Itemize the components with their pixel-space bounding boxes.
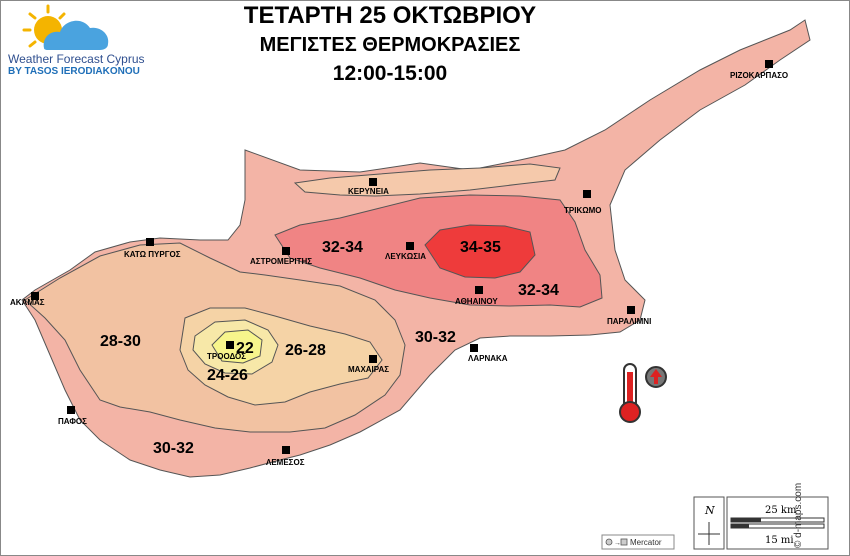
zone-label-34-35: 34-35 bbox=[460, 239, 501, 256]
zone-label-30-32-east: 30-32 bbox=[415, 329, 456, 346]
thermometer-icon bbox=[619, 363, 641, 423]
marker-paphos bbox=[67, 406, 75, 414]
city-label-limassol: ΛΕΜΕΣΟΣ bbox=[266, 458, 305, 467]
city-label-trikomo: ΤΡΙΚΩΜΟ bbox=[564, 206, 602, 215]
city-markers bbox=[31, 60, 773, 454]
zone-kyrenia-band bbox=[293, 163, 561, 197]
zone-34-35-area bbox=[424, 224, 536, 279]
marker-machairas bbox=[369, 355, 377, 363]
compass-icon bbox=[698, 522, 720, 545]
north-label: N bbox=[704, 504, 715, 517]
zone-label-22: 22 bbox=[236, 340, 254, 357]
city-label-paphos: ΠΑΦΟΣ bbox=[58, 417, 87, 426]
projection-box bbox=[601, 534, 675, 550]
zone-label-26-28: 26-28 bbox=[285, 342, 326, 359]
brand-byline: BY TASOS IERODIAKONOU bbox=[8, 66, 140, 77]
city-label-nicosia: ΛΕΥΚΩΣΙΑ bbox=[385, 252, 426, 261]
city-label-paralimni: ΠΑΡΑΛΙΜΝΙ bbox=[607, 317, 651, 326]
city-label-troodos: ΤΡΟΟΔΟΣ bbox=[207, 352, 246, 361]
marker-astromeritis bbox=[282, 247, 290, 255]
scale-km-label: 25 km bbox=[765, 505, 797, 516]
marker-kyrenia bbox=[369, 178, 377, 186]
zone-label-30-32-south: 30-32 bbox=[153, 440, 194, 457]
marker-athienou bbox=[475, 286, 483, 294]
sun-cloud-icon bbox=[22, 4, 109, 50]
svg-text:→: → bbox=[614, 540, 621, 547]
flat-map-icon bbox=[620, 538, 628, 546]
marker-kato-pyrgos bbox=[146, 238, 154, 246]
marker-limassol bbox=[282, 446, 290, 454]
marker-larnaca bbox=[470, 344, 478, 352]
zone-label-24-26: 24-26 bbox=[207, 367, 248, 384]
credit-text: © d-maps.com bbox=[793, 482, 804, 548]
zone-label-32-34-west: 32-34 bbox=[322, 239, 363, 256]
globe-icon bbox=[605, 538, 613, 546]
title-subject: ΜΕΓΙΣΤΕΣ ΘΕΡΜΟΚΡΑΣΙΕΣ bbox=[259, 34, 521, 56]
projection-label: Mercator bbox=[630, 538, 662, 547]
title-time: 12:00-15:00 bbox=[332, 62, 448, 85]
marker-troodos bbox=[226, 341, 234, 349]
marker-akamas bbox=[31, 292, 39, 300]
scale-bar: N 25 km 15 mi → Mercator bbox=[601, 496, 829, 550]
marker-paralimni bbox=[627, 306, 635, 314]
city-label-larnaca: ΛΑΡΝΑΚΑ bbox=[468, 354, 508, 363]
city-label-machairas: ΜΑΧΑΙΡΑΣ bbox=[348, 365, 389, 374]
marker-trikomo bbox=[583, 190, 591, 198]
marker-rizokarpaso bbox=[765, 60, 773, 68]
title-date: ΤΕΤΑΡΤΗ 25 ΟΚΤΩΒΡΙΟΥ bbox=[243, 2, 537, 29]
city-label-astromeritis: ΑΣΤΡΟΜΕΡΙΤΗΣ bbox=[250, 257, 312, 266]
city-label-rizokarpaso: ΡΙΖΟΚΑΡΠΑΣΟ bbox=[730, 71, 788, 80]
city-label-kato-pyrgos: ΚΑΤΩ ΠΥΡΓΟΣ bbox=[124, 250, 181, 259]
zone-22-area bbox=[211, 329, 263, 364]
zone-label-28-30: 28-30 bbox=[100, 333, 141, 350]
city-label-akamas: ΑΚΑΜΑΣ bbox=[10, 298, 45, 307]
zone-label-32-34-east: 32-34 bbox=[518, 282, 559, 299]
marker-nicosia bbox=[406, 242, 414, 250]
brand-name: Weather Forecast Cyprus bbox=[8, 52, 145, 66]
scale-mi-label: 15 mi bbox=[765, 535, 794, 546]
up-arrow-icon bbox=[645, 366, 667, 388]
city-label-athienou: ΑΘΗΑΙΝΟΥ bbox=[455, 297, 498, 306]
city-label-kyrenia: ΚΕΡΥΝΕΙΑ bbox=[348, 187, 389, 196]
